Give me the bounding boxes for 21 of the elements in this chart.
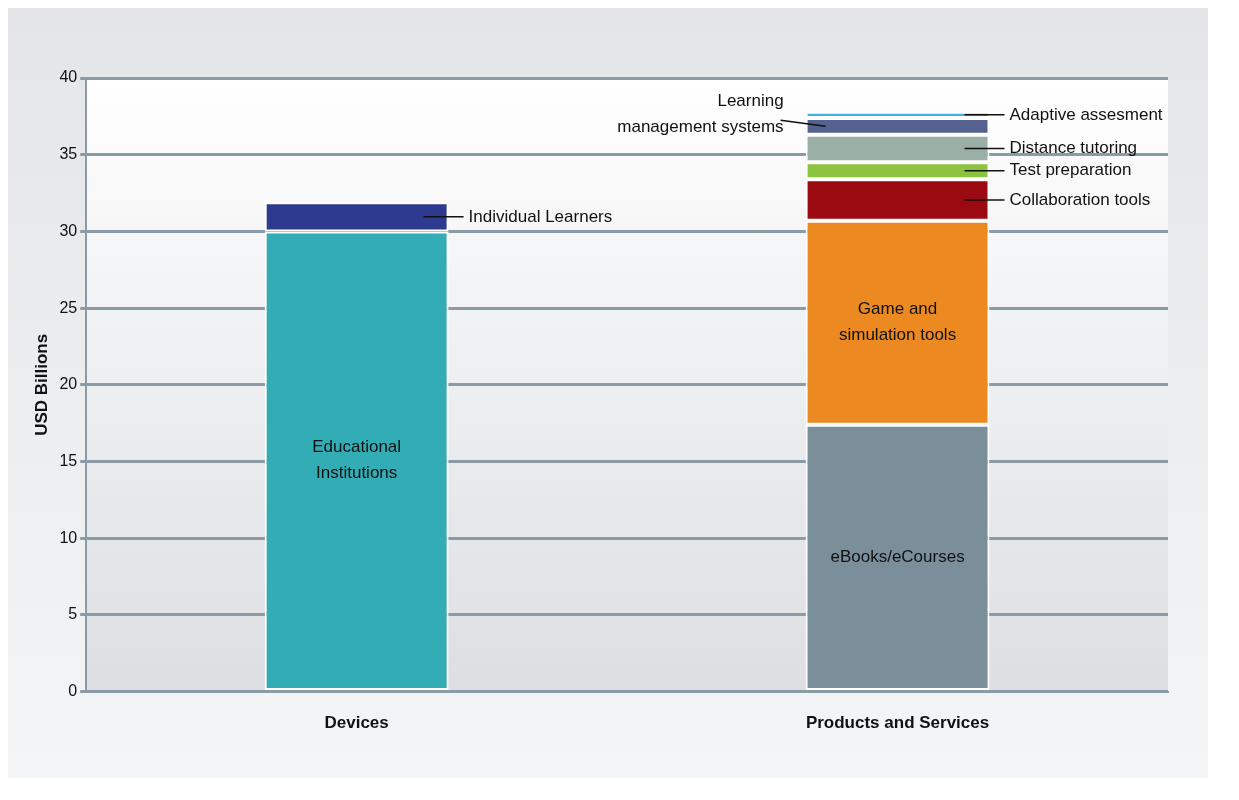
series-label: Educational Institutions <box>312 437 402 483</box>
y-tick-label: 15 <box>59 451 78 469</box>
y-tick-label: 35 <box>59 145 78 163</box>
series-label: Collaboration tools <box>1009 189 1151 209</box>
y-tick-label: 20 <box>59 375 78 393</box>
series-label: Adaptive assesment <box>1009 104 1163 124</box>
series-label: eBooks/eCourses <box>830 547 965 567</box>
y-tick-label: 25 <box>59 298 78 316</box>
x-tick-label: Products and Services <box>805 713 990 733</box>
y-tick-label: 10 <box>59 528 78 546</box>
series-label: Test preparation <box>1009 160 1132 180</box>
x-tick-label: Devices <box>324 713 389 733</box>
series-label: Individual Learners <box>468 206 613 226</box>
y-axis-title: USD Billions <box>31 333 51 436</box>
y-tick-label: 30 <box>59 221 78 239</box>
series-label: Learning management systems <box>617 91 784 137</box>
y-tick-label: 5 <box>68 605 78 623</box>
y-tick-label: 0 <box>68 682 78 700</box>
y-tick-label: 40 <box>59 68 78 86</box>
series-label: Distance tutoring <box>1009 138 1138 158</box>
series-label: Game and simulation tools <box>838 299 957 345</box>
